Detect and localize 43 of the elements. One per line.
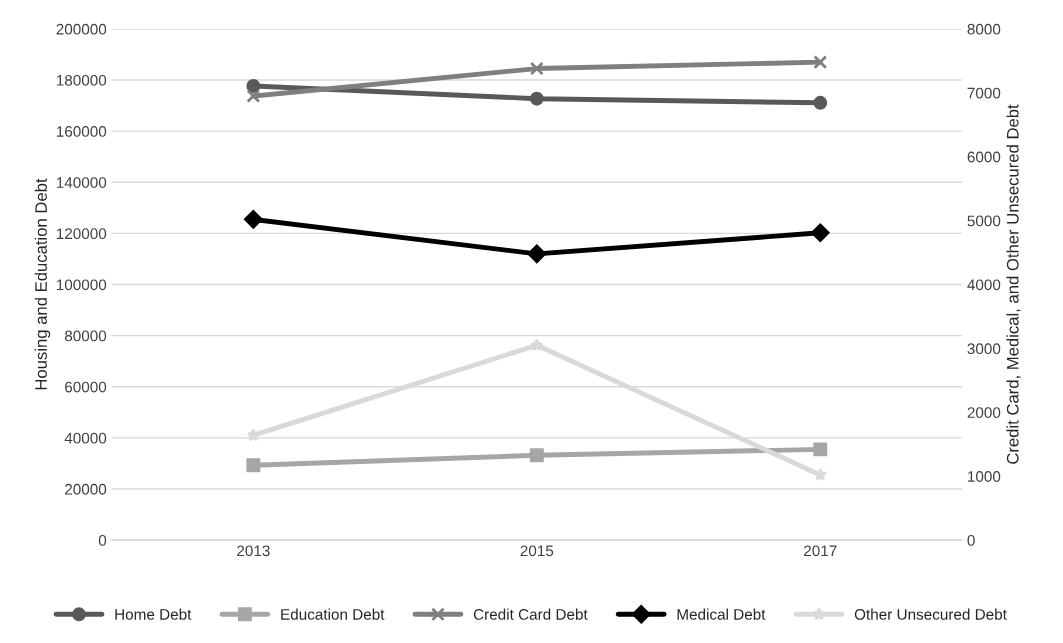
point bbox=[527, 244, 547, 264]
y2-tick-label: 8000 bbox=[967, 23, 1001, 35]
y-tick-label: 60000 bbox=[65, 381, 107, 393]
point bbox=[811, 223, 830, 243]
point bbox=[813, 442, 828, 457]
y-tick-label: 200000 bbox=[56, 23, 107, 35]
y2-axis-title: Credit Card, Medical, and Other Unsecured Debt bbox=[1006, 104, 1021, 464]
y2-tick-label: 0 bbox=[967, 534, 975, 546]
y2-tick-label: 7000 bbox=[967, 87, 1001, 99]
point bbox=[246, 78, 261, 93]
point bbox=[246, 458, 261, 473]
legend-label: Other Unsecured Debt bbox=[854, 608, 1007, 620]
y-tick-label: 0 bbox=[98, 534, 107, 546]
point bbox=[530, 338, 544, 352]
y-tick-label: 120000 bbox=[56, 228, 107, 240]
y-tick-label: 80000 bbox=[64, 330, 107, 342]
y-tick-label: 40000 bbox=[64, 432, 107, 444]
legend-label: Home Debt bbox=[115, 608, 192, 620]
y-tick-label: 160000 bbox=[56, 126, 107, 137]
point bbox=[813, 55, 828, 70]
y2-tick-label: 2000 bbox=[967, 407, 1001, 419]
point bbox=[529, 91, 544, 106]
y-tick-label: 100000 bbox=[56, 279, 107, 291]
legend-label: Education Debt bbox=[281, 608, 385, 620]
point bbox=[244, 210, 263, 229]
point bbox=[529, 448, 544, 463]
y2-tick-label: 4000 bbox=[967, 279, 1001, 291]
y-axis-title: Housing and Education Debt bbox=[34, 178, 51, 390]
y-tick-label: 180000 bbox=[56, 74, 107, 86]
point bbox=[529, 61, 544, 76]
x-tick-label: 2013 bbox=[237, 545, 270, 557]
y2-tick-label: 6000 bbox=[967, 151, 1001, 163]
x-tick-label: 2017 bbox=[804, 545, 837, 557]
y-tick-label: 20000 bbox=[65, 483, 107, 495]
x-tick-label: 2015 bbox=[520, 545, 554, 557]
point bbox=[813, 95, 828, 110]
legend-label: Medical Debt bbox=[677, 608, 766, 620]
y-tick-label: 140000 bbox=[56, 177, 107, 188]
point bbox=[246, 89, 261, 103]
y2-tick-label: 5000 bbox=[967, 215, 1001, 227]
y2-tick-label: 3000 bbox=[967, 343, 1001, 355]
y2-tick-label: 1000 bbox=[968, 471, 1001, 482]
legend-label: Credit Card Debt bbox=[473, 608, 588, 620]
